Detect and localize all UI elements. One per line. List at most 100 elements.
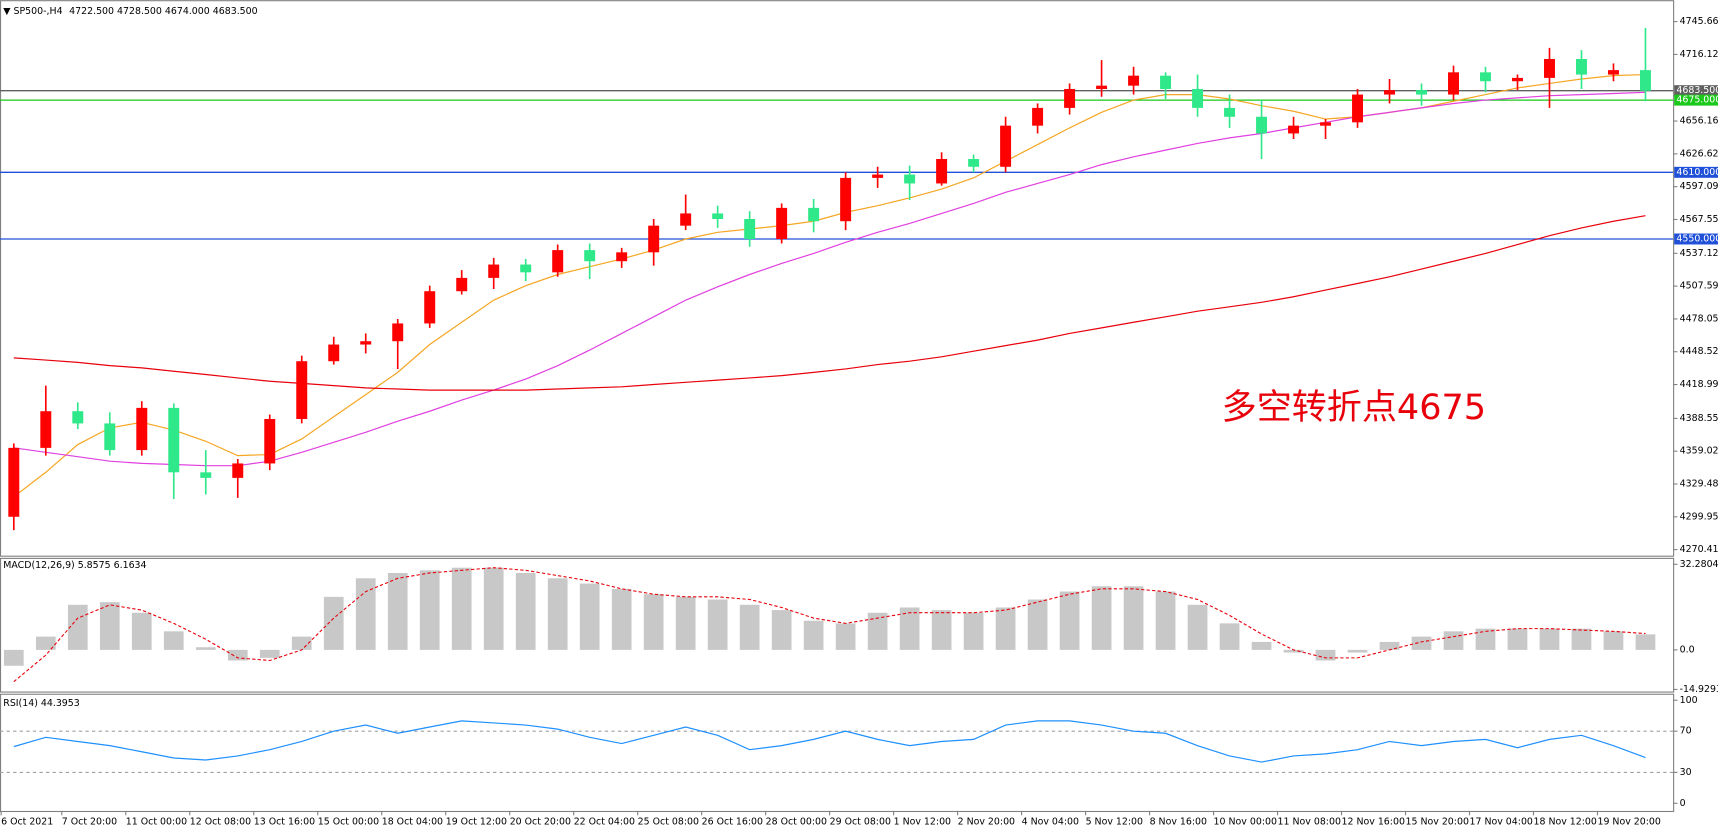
macd-bar xyxy=(99,602,120,650)
rsi-title: RSI(14) 44.3953 xyxy=(3,698,79,709)
macd-bar xyxy=(675,596,696,650)
macd-bar xyxy=(611,588,632,650)
x-tick-label: 13 Oct 16:00 xyxy=(254,816,315,827)
x-tick-label: 12 Nov 16:00 xyxy=(1342,816,1405,827)
macd-bar xyxy=(355,578,376,650)
y-tick-label: 70 xyxy=(1680,726,1692,737)
candle-body xyxy=(680,213,692,226)
x-tick-label: 15 Oct 00:00 xyxy=(318,816,379,827)
symbol-header: ▼ SP500-,H4 4722.500 4728.500 4674.000 46… xyxy=(3,6,257,17)
macd-bar xyxy=(1187,604,1208,650)
macd-bar xyxy=(291,636,312,650)
macd-bar xyxy=(931,610,952,650)
macd-bar xyxy=(1443,631,1464,650)
candle-body xyxy=(328,344,340,362)
y-tick-label: -14.9293 xyxy=(1680,684,1718,695)
macd-bar xyxy=(131,612,152,650)
x-tick-label: 4 Nov 04:00 xyxy=(1022,816,1079,827)
y-tick-label: 4597.090 xyxy=(1680,181,1718,192)
x-tick-label: 7 Oct 20:00 xyxy=(62,816,117,827)
candle-body xyxy=(968,158,980,167)
macd-bar xyxy=(3,649,24,666)
price-level-label: 4675.000 xyxy=(1676,95,1718,106)
price-level-label: 4550.000 xyxy=(1676,233,1718,244)
macd-bar xyxy=(867,612,888,650)
candle-body xyxy=(1064,89,1076,108)
x-tick-label: 28 Oct 00:00 xyxy=(766,816,827,827)
rsi-pane-frame xyxy=(0,693,1675,813)
price-level-tag xyxy=(1674,233,1718,245)
macd-bar xyxy=(899,607,920,650)
macd-bar xyxy=(195,647,216,650)
macd-bar xyxy=(1411,636,1432,650)
x-tick-label: 11 Oct 00:00 xyxy=(126,816,187,827)
candle-body xyxy=(776,207,788,239)
macd-bar xyxy=(323,596,344,650)
candle-body xyxy=(1352,94,1364,123)
price-level-tag xyxy=(1674,85,1718,97)
candle-body xyxy=(136,407,148,451)
y-tick-label: 4745.660 xyxy=(1680,16,1718,27)
macd-bar xyxy=(483,567,504,650)
candle-body xyxy=(1288,125,1300,134)
macd-bar xyxy=(1603,631,1624,650)
candle-body xyxy=(1160,75,1172,90)
y-tick-label: 4656.160 xyxy=(1680,116,1718,127)
candle-body xyxy=(8,447,20,517)
macd-bar xyxy=(835,623,856,650)
candle-body xyxy=(232,463,244,478)
candle-body xyxy=(72,411,84,424)
y-tick-label: 4329.485 xyxy=(1680,479,1718,490)
macd-bar xyxy=(1379,641,1400,650)
x-tick-label: 19 Oct 12:00 xyxy=(446,816,507,827)
y-tick-label: 4537.125 xyxy=(1680,248,1718,259)
candle-body xyxy=(1128,75,1140,86)
candle-body xyxy=(1607,70,1619,75)
candle-body xyxy=(1448,72,1459,95)
main-pane-frame xyxy=(0,0,1675,557)
candle-body xyxy=(936,158,948,184)
candle-body xyxy=(1256,116,1268,134)
candle-body xyxy=(808,207,820,222)
chart-subtitle: 4722.500 4728.500 4674.000 4683.500 xyxy=(69,6,258,17)
macd-bar xyxy=(515,572,536,650)
x-tick-label: 18 Nov 12:00 xyxy=(1533,816,1596,827)
macd-bar xyxy=(707,599,728,650)
macd-bar xyxy=(995,607,1016,650)
candle-body xyxy=(296,361,308,419)
candle-body xyxy=(1384,90,1395,95)
candle-body xyxy=(648,225,660,253)
candle-body xyxy=(424,291,436,324)
annotation: 多空转折点4675 xyxy=(1222,387,1486,428)
y-tick-label: 0.0 xyxy=(1680,644,1695,655)
candle-body xyxy=(488,264,500,278)
candle-body xyxy=(1512,77,1523,82)
x-tick-label: 5 Nov 12:00 xyxy=(1086,816,1143,827)
macd-bar xyxy=(387,572,408,650)
y-tick-label: 4448.525 xyxy=(1680,346,1718,357)
rsi-line xyxy=(13,720,1646,763)
macd-bar xyxy=(1027,599,1048,650)
y-tick-label: 100 xyxy=(1680,695,1698,706)
x-tick-label: 26 Oct 16:00 xyxy=(702,816,763,827)
macd-bar xyxy=(35,636,56,650)
y-tick-label: 4626.625 xyxy=(1680,148,1718,159)
y-tick-label: 32.2804 xyxy=(1680,559,1718,570)
macd-bar xyxy=(1571,628,1592,650)
macd-bar xyxy=(1091,586,1112,650)
candle-body xyxy=(360,341,372,345)
x-tick-label: 17 Nov 04:00 xyxy=(1470,816,1533,827)
candle-body xyxy=(840,177,852,222)
x-tick-label: 29 Oct 08:00 xyxy=(830,816,891,827)
macd-bar xyxy=(1059,591,1080,650)
macd-bar xyxy=(1635,634,1656,650)
candle-body xyxy=(1096,85,1108,90)
candle-body xyxy=(1000,125,1012,167)
candle-body xyxy=(1576,59,1587,75)
moving-average xyxy=(13,91,1646,467)
macd-bar xyxy=(227,649,248,661)
candle-body xyxy=(104,423,116,451)
candle-body xyxy=(1192,89,1204,108)
macd-bar xyxy=(1315,649,1336,661)
y-tick-label: 4388.555 xyxy=(1680,413,1718,424)
